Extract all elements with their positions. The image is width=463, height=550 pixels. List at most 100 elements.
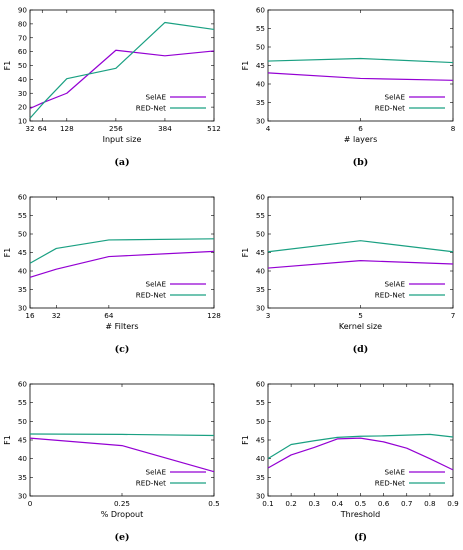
y-tick-label: 30 (256, 117, 266, 126)
x-tick-label: 0.3 (309, 499, 320, 508)
x-tick-label: 0 (28, 499, 33, 508)
y-tick-label: 45 (256, 248, 265, 257)
y-tick-label: 45 (18, 248, 27, 257)
x-tick-label: 0.4 (332, 499, 344, 508)
x-tick-label: 0.2 (285, 499, 296, 508)
series-line-selae (29, 437, 215, 473)
x-tick-label: 0.6 (378, 499, 390, 508)
x-tick-label: 7 (451, 311, 456, 320)
y-tick-label: 70 (18, 33, 28, 42)
y-tick-label: 30 (18, 89, 28, 98)
x-tick-label: 32 (25, 124, 34, 133)
y-tick-label: 10 (18, 117, 28, 126)
plot-frame (267, 9, 454, 122)
legend-label: SelAE (146, 280, 167, 289)
series-line-red-net (267, 240, 454, 253)
plot-frame (267, 196, 454, 309)
legend-label: SelAE (385, 280, 406, 289)
y-tick-label: 40 (18, 267, 28, 276)
y-tick-label: 60 (256, 193, 266, 202)
series-line-red-net (267, 57, 454, 64)
x-tick-label: 512 (207, 124, 221, 133)
legend-label: RED-Net (136, 291, 166, 300)
x-tick-label: 0.7 (401, 499, 412, 508)
y-tick-label: 35 (18, 473, 27, 482)
x-axis-title: Input size (103, 135, 142, 144)
y-tick-label: 60 (256, 380, 266, 389)
panel-label: (b) (353, 157, 369, 168)
chart-panel-e: 30 35 40 45 50 55 60 0 0.25 0.5 % Dropout F1 SelAE RE… (3, 380, 220, 544)
x-tick-label: 3 (266, 311, 271, 320)
x-tick-label: 256 (109, 124, 123, 133)
panel-label: (a) (114, 157, 129, 168)
y-tick-label: 35 (256, 285, 265, 294)
chart-panel-b: 30 35 40 45 50 55 60 4 6 8 # layers F1 SelAE RED-Net (… (241, 6, 456, 169)
x-tick-label: 0.5 (355, 499, 366, 508)
legend-label: SelAE (146, 93, 167, 102)
y-tick-label: 55 (18, 211, 27, 220)
y-tick-label: 35 (256, 473, 265, 482)
chart-panel-c: 30 35 40 45 50 55 60 16 32 64 128 # Filters F1 SelAE R… (3, 193, 221, 356)
legend-label: RED-Net (375, 104, 405, 113)
y-tick-label: 40 (256, 454, 266, 463)
y-tick-label: 55 (256, 398, 265, 407)
x-tick-label: 0.5 (208, 499, 219, 508)
series-line-red-net (267, 433, 454, 460)
x-axis-title: % Dropout (101, 510, 144, 519)
panel-label: (f) (354, 532, 367, 543)
plot-frame (29, 9, 215, 122)
x-tick-label: 128 (207, 311, 221, 320)
y-tick-label: 45 (256, 61, 265, 70)
y-tick-label: 60 (18, 380, 28, 389)
x-tick-label: 128 (60, 124, 74, 133)
x-tick-label: 64 (104, 311, 114, 320)
y-tick-label: 35 (256, 98, 265, 107)
panel-label: (d) (353, 344, 369, 355)
y-tick-label: 55 (18, 398, 27, 407)
y-tick-label: 50 (18, 230, 28, 239)
x-tick-label: 0.1 (262, 499, 273, 508)
x-axis-title: Threshold (340, 510, 380, 519)
series-line-selae (267, 260, 454, 269)
series-line-selae (267, 437, 454, 471)
x-tick-label: 5 (358, 311, 363, 320)
panel-label: (c) (115, 344, 130, 355)
legend-label: RED-Net (136, 104, 166, 113)
x-axis-title: # Filters (105, 322, 138, 331)
y-axis-title: F1 (3, 61, 12, 71)
x-tick-label: 32 (52, 311, 61, 320)
y-axis-title: F1 (241, 248, 250, 258)
x-tick-label: 8 (451, 124, 456, 133)
y-tick-label: 60 (256, 6, 266, 15)
legend-label: RED-Net (375, 291, 405, 300)
y-tick-label: 50 (256, 43, 266, 52)
y-tick-label: 55 (256, 211, 265, 220)
chart-panel-a: 10 20 30 40 50 60 70 80 90 32 64 128 256 384 512 Input … (3, 6, 221, 169)
series-line-selae (267, 72, 454, 81)
y-tick-label: 30 (18, 304, 28, 313)
x-tick-label: 0.25 (114, 499, 130, 508)
x-tick-label: 64 (38, 124, 48, 133)
y-tick-label: 60 (18, 193, 28, 202)
chart-panel-f: 30 35 40 45 50 55 60 0.1 0.2 0.3 0.4 0.5 0.6 0.7 0.8 0.… (241, 380, 459, 544)
y-tick-label: 30 (18, 492, 28, 501)
y-axis-title: F1 (3, 248, 12, 258)
y-tick-label: 30 (256, 304, 266, 313)
y-tick-label: 80 (18, 19, 28, 28)
legend-label: SelAE (385, 468, 406, 477)
y-tick-label: 50 (256, 417, 266, 426)
y-tick-label: 40 (18, 75, 28, 84)
y-tick-label: 40 (256, 80, 266, 89)
legend-label: SelAE (146, 468, 167, 477)
y-tick-label: 40 (18, 454, 28, 463)
series-line-red-net (29, 433, 215, 437)
series-line-selae (29, 49, 215, 110)
panel-label: (e) (114, 532, 129, 543)
x-tick-label: 4 (266, 124, 271, 133)
x-tick-label: 6 (358, 124, 363, 133)
y-tick-label: 90 (18, 6, 28, 15)
y-tick-label: 35 (18, 285, 27, 294)
y-axis-title: F1 (3, 435, 12, 445)
